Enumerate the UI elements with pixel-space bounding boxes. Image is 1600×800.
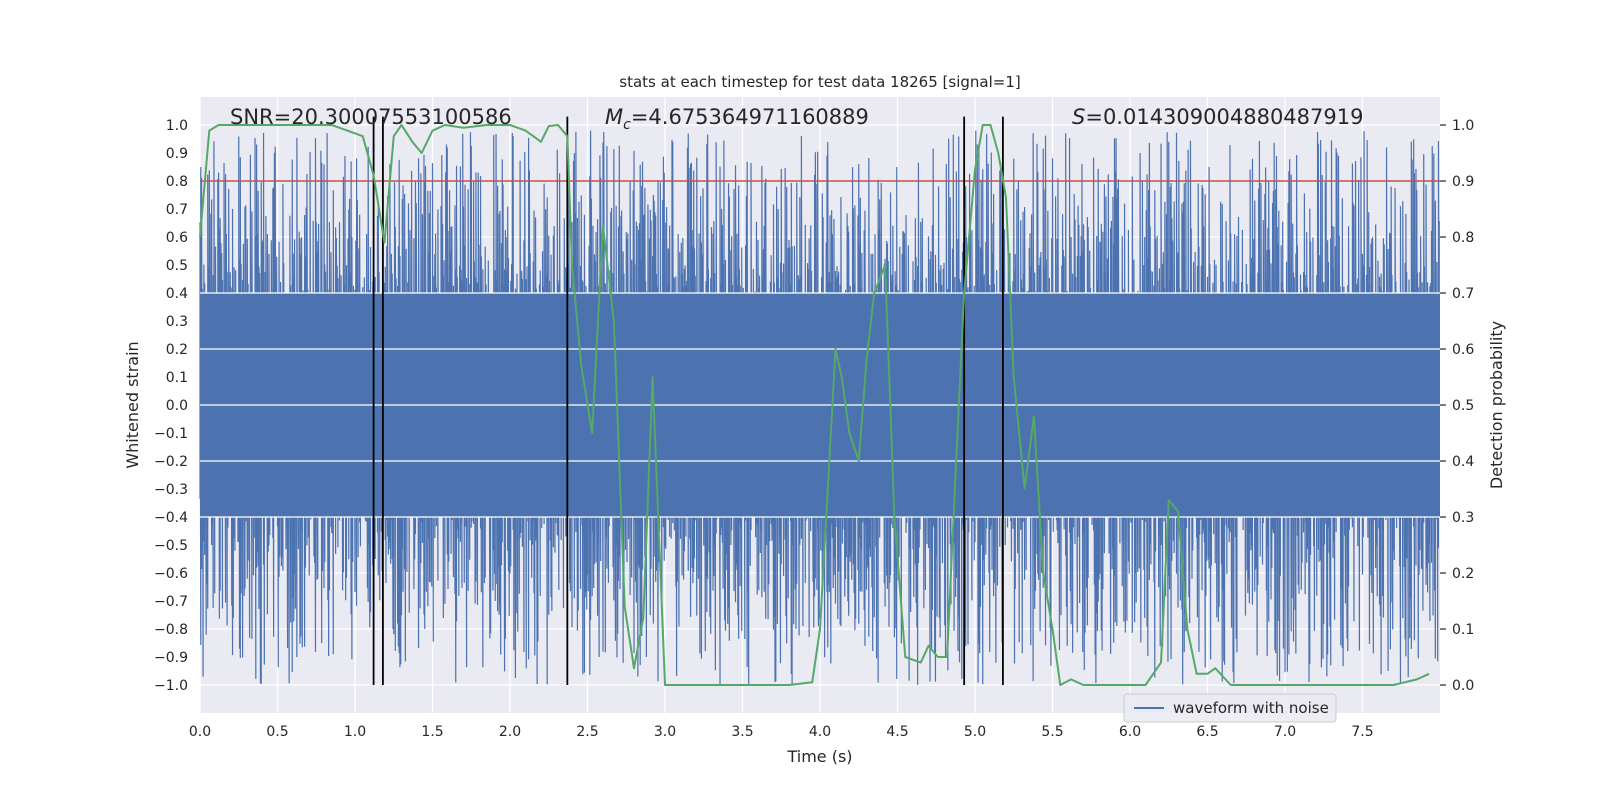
legend-label: waveform with noise (1173, 699, 1329, 717)
y-tick-label: 1.0 (166, 118, 188, 134)
x-tick-label: 3.5 (731, 724, 753, 740)
y-tick-label: −0.1 (154, 426, 188, 442)
x-tick-label: 0.5 (266, 724, 288, 740)
snr-annotation: SNR=20.30007553100586 (230, 105, 512, 129)
legend-box (1123, 693, 1337, 723)
x-tick-label: 0.0 (189, 724, 211, 740)
chirp-mass-annotation: Mc=4.675364971160889 (605, 105, 869, 133)
x-tick-label: 3.0 (654, 724, 676, 740)
y-tick-label: −0.9 (154, 650, 188, 666)
y-tick-label: 0.6 (166, 230, 188, 246)
x-tick-label: 5.5 (1041, 724, 1063, 740)
y-tick-label: −0.2 (154, 454, 188, 470)
x-tick-label: 5.0 (964, 724, 986, 740)
s-annotation: S=0.014309004880487919 (1072, 105, 1363, 129)
waveform-series (199, 130, 1440, 685)
chart-title: stats at each timestep for test data 182… (619, 73, 1020, 91)
x-tick-label: 6.0 (1119, 724, 1141, 740)
y2-tick-label: 0.6 (1452, 342, 1474, 358)
x-tick-label: 1.0 (344, 724, 366, 740)
y2-tick-label: 0.0 (1452, 678, 1474, 694)
y2-axis-ticks: 0.0 0.1 0.2 0.3 0.4 0.5 0.6 0.7 0.8 0.9 1.0 (1440, 118, 1474, 694)
y2-tick-label: 1.0 (1452, 118, 1474, 134)
x-tick-label: 7.5 (1351, 724, 1373, 740)
s-symbol: S (1072, 105, 1085, 129)
y-tick-label: 0.0 (166, 398, 188, 414)
y-tick-label: 0.2 (166, 342, 188, 358)
y2-tick-label: 0.1 (1452, 622, 1474, 638)
y-tick-label: −0.8 (154, 622, 188, 638)
s-value: =0.014309004880487919 (1085, 105, 1363, 129)
x-tick-label: 6.5 (1196, 724, 1218, 740)
y2-axis-label: Detection probability (1487, 321, 1506, 489)
y-axis-label: Whitened strain (123, 341, 142, 468)
y-tick-label: 0.3 (166, 314, 188, 330)
y-tick-label: −0.7 (154, 594, 188, 610)
y-tick-label: −0.6 (154, 566, 188, 582)
y-tick-label: 0.1 (166, 370, 188, 386)
y-tick-label: −1.0 (154, 678, 188, 694)
y-tick-label: 0.8 (166, 174, 188, 190)
x-axis-ticks: 0.0 0.5 1.0 1.5 2.0 2.5 3.0 3.5 4.0 4.5 5.0 5.5 6.0 6… (189, 724, 1374, 740)
y-tick-label: 0.9 (166, 146, 188, 162)
y-tick-label: 0.4 (166, 286, 188, 302)
y2-tick-label: 0.2 (1452, 566, 1474, 582)
x-tick-label: 2.5 (576, 724, 598, 740)
y-tick-label: −0.4 (154, 510, 188, 526)
chirp-mass-subscript: c (623, 117, 631, 133)
x-tick-label: 7.0 (1274, 724, 1296, 740)
y2-tick-label: 0.4 (1452, 454, 1474, 470)
chirp-mass-symbol: M (605, 105, 623, 129)
x-tick-label: 2.0 (499, 724, 521, 740)
y-tick-label: −0.3 (154, 482, 188, 498)
x-tick-label: 1.5 (421, 724, 443, 740)
y-tick-label: 0.7 (166, 202, 188, 218)
chirp-mass-value: =4.675364971160889 (631, 105, 869, 129)
y2-tick-label: 0.7 (1452, 286, 1474, 302)
marker-lines (372, 116, 1004, 685)
x-tick-label: 4.0 (809, 724, 831, 740)
y2-tick-label: 0.3 (1452, 510, 1474, 526)
y2-tick-label: 0.5 (1452, 398, 1474, 414)
probability-line (199, 124, 1430, 686)
legend: waveform with noise (1123, 693, 1337, 723)
y-tick-label: −0.5 (154, 538, 188, 554)
x-tick-label: 4.5 (886, 724, 908, 740)
y2-tick-label: 0.8 (1452, 230, 1474, 246)
y-axis-ticks: −1.0 −0.9 −0.8 −0.7 −0.6 −0.5 −0.4 −0.3 −0.2 −0.1… (154, 118, 188, 694)
y2-tick-label: 0.9 (1452, 174, 1474, 190)
y-tick-label: 0.5 (166, 258, 188, 274)
probability-series (199, 124, 1430, 686)
x-axis-label: Time (s) (786, 747, 852, 766)
